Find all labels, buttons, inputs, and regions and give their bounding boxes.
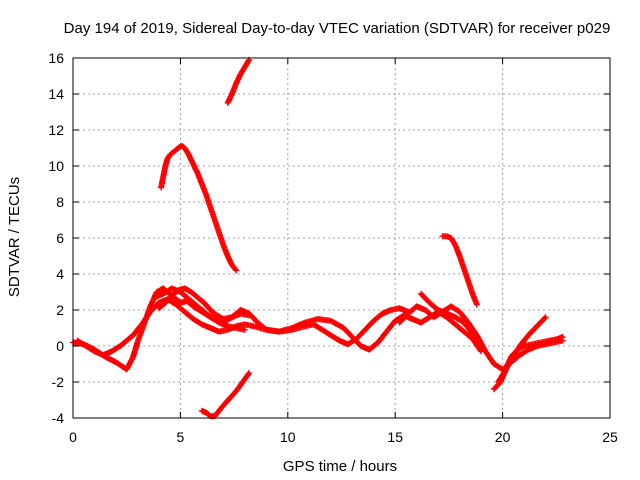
series-arc-f [418,290,480,344]
x-tick-label: 0 [69,429,77,445]
x-tick-label: 5 [177,429,185,445]
axis-ticks: 0 5 10 15 20 25 -4 -2 0 2 4 6 8 10 12 14 16 [48,50,618,445]
series-markers [495,334,566,385]
data-points [70,56,566,420]
y-tick-label: 12 [48,122,64,138]
y-tick-label: 2 [56,302,64,318]
y-tick-label: 4 [56,266,64,282]
gridlines [73,58,610,418]
series-markers [224,56,253,106]
series-markers [198,370,253,420]
x-tick-label: 15 [387,429,403,445]
x-axis-title: GPS time / hours [283,458,397,475]
y-tick-label: 10 [48,158,64,174]
y-tick-label: 6 [56,230,64,246]
series-arc-l [439,233,480,308]
chart-title: Day 194 of 2019, Sidereal Day-to-day VTE… [64,20,611,37]
series-markers [439,233,480,308]
x-tick-label: 25 [602,429,618,445]
series-arc-h [495,334,566,385]
y-tick-label: 16 [48,50,64,66]
y-tick-label: 8 [56,194,64,210]
y-tick-label: 0 [56,338,64,354]
y-tick-label: 14 [48,86,64,102]
x-tick-label: 10 [280,429,296,445]
series-markers [158,143,240,274]
series-markers [418,290,480,344]
series-markers [155,285,253,322]
series-arc-d [155,285,253,322]
series-arc-e [396,303,566,373]
series-arc-j [224,56,253,106]
series-arc-k [198,370,253,420]
series-markers [396,303,566,373]
y-tick-label: -4 [52,410,65,426]
x-tick-label: 20 [495,429,511,445]
series-arc-i [158,143,240,274]
y-axis-title: SDTVAR / TECUs [6,177,23,297]
y-tick-label: -2 [52,374,65,390]
